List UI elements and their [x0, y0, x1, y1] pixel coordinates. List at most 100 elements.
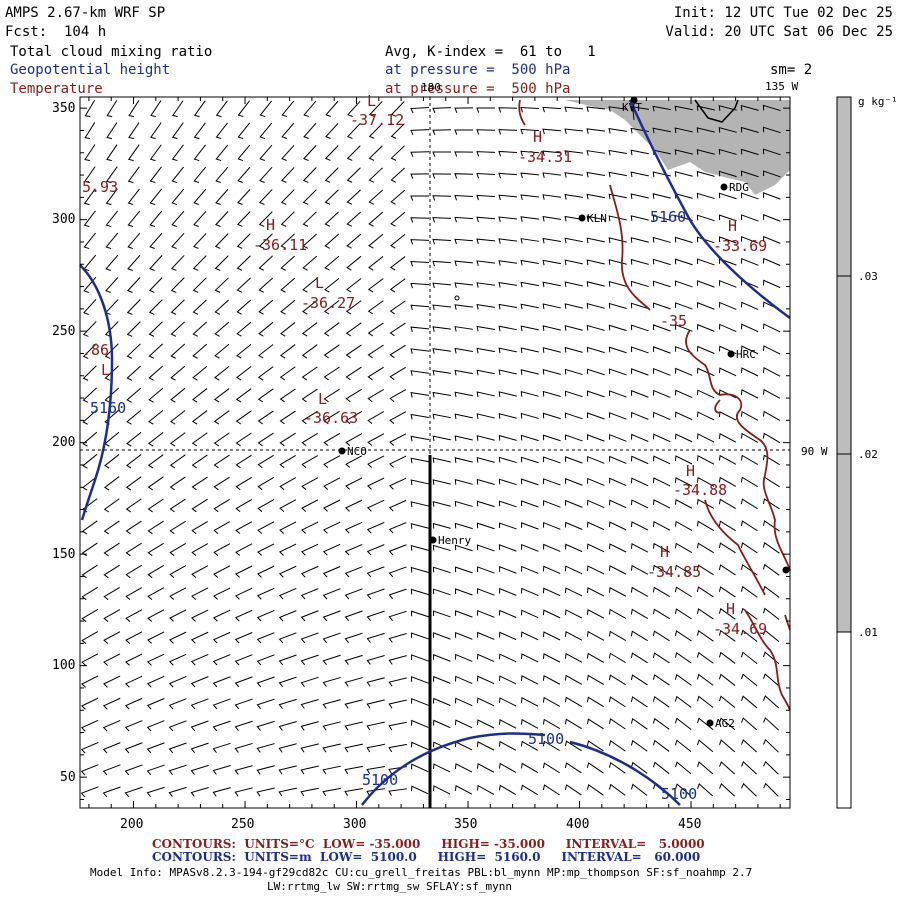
wind-barb — [477, 588, 495, 596]
wind-barb — [346, 167, 361, 183]
wind-barb — [168, 698, 187, 710]
wind-barb — [565, 499, 583, 508]
wind-barb — [235, 432, 252, 447]
wind-barb — [498, 522, 517, 530]
wind-barb — [126, 365, 141, 381]
wind-barb — [214, 343, 230, 359]
wind-barb — [256, 698, 275, 710]
wind-barb — [193, 122, 206, 140]
wind-barb — [191, 520, 208, 535]
wind-barb — [388, 588, 407, 600]
wind-barb — [630, 499, 649, 509]
wind-barb — [389, 322, 406, 337]
wind-barb — [674, 236, 693, 244]
wind-barb — [586, 543, 605, 553]
wind-barb — [82, 431, 98, 447]
wind-barb — [521, 587, 539, 597]
wind-barb — [718, 629, 736, 642]
extrema-edge-value-mid: .86 — [82, 341, 109, 359]
extrema-h2-value: -36.11 — [253, 236, 307, 254]
wind-barb — [520, 194, 539, 200]
wind-barb — [696, 192, 715, 200]
wind-barb — [169, 454, 186, 469]
wind-barb — [498, 172, 518, 179]
wind-barb — [543, 565, 561, 575]
wind-barb — [303, 122, 317, 139]
wind-barb — [454, 347, 473, 354]
wind-barb — [390, 211, 406, 227]
extrema-l3-value: -36.63 — [304, 409, 358, 427]
plot-frame — [79, 96, 791, 809]
wind-barb — [193, 144, 206, 162]
wind-barb — [81, 653, 99, 666]
wind-barb — [565, 478, 583, 486]
wind-barb — [234, 742, 253, 753]
wind-barb — [345, 388, 362, 403]
wind-barb — [454, 195, 474, 201]
wind-barb — [718, 127, 737, 133]
wind-barb — [476, 129, 496, 135]
wind-barb — [564, 281, 583, 288]
wind-barb — [410, 457, 429, 464]
wind-barb — [631, 433, 649, 442]
wind-barb — [169, 587, 187, 600]
wind-barb — [344, 566, 363, 578]
wind-barb — [257, 454, 274, 469]
wind-barb — [170, 299, 185, 315]
wind-barb — [104, 454, 120, 469]
wind-barb — [170, 387, 186, 403]
wind-barb — [608, 740, 626, 752]
wind-barb — [213, 410, 230, 425]
wind-barb — [520, 434, 539, 442]
wind-barb — [762, 629, 780, 643]
wind-barb — [586, 150, 605, 156]
wind-barb — [256, 654, 275, 666]
wind-barb — [213, 498, 230, 513]
wind-barb — [281, 144, 295, 161]
wind-barb — [236, 277, 251, 293]
wind-barb — [235, 521, 253, 534]
colorbar[interactable] — [836, 96, 852, 809]
wind-barb — [586, 324, 605, 331]
wind-barb — [149, 210, 163, 228]
wind-barb — [652, 521, 671, 531]
wind-barb — [476, 435, 495, 441]
wind-barb — [498, 478, 517, 486]
wind-barb — [234, 720, 253, 731]
wind-barb — [212, 609, 231, 622]
wind-barb — [762, 498, 780, 510]
wind-barb — [191, 498, 208, 513]
wind-barb — [432, 173, 452, 179]
wind-barb — [125, 609, 143, 622]
wind-barb — [587, 499, 605, 509]
wind-barb — [498, 697, 517, 707]
wind-barb — [718, 695, 736, 709]
wind-barb — [432, 369, 451, 376]
wind-barb — [740, 542, 758, 554]
wind-barb — [102, 786, 121, 798]
wind-barb — [234, 632, 253, 644]
wind-barb — [105, 276, 119, 293]
wind-barb — [498, 675, 517, 685]
wind-barb — [126, 409, 142, 425]
wind-barb — [410, 435, 429, 442]
wind-barb — [564, 193, 583, 200]
wind-barb — [653, 324, 671, 332]
wind-barb — [740, 148, 759, 156]
wind-barb — [147, 476, 164, 491]
wind-barb — [653, 367, 671, 376]
wind-barb — [212, 720, 231, 732]
station-rdg-marker — [720, 183, 728, 191]
contours-height-info: CONTOURS: UNITS=m LOW= 5100.0 HIGH= 5160… — [152, 850, 701, 864]
wind-barb — [630, 630, 648, 642]
wind-barb — [322, 566, 341, 578]
wind-barb — [520, 347, 539, 353]
wind-barb — [170, 410, 186, 425]
wind-barb — [542, 784, 560, 796]
wind-barb — [368, 256, 384, 271]
extrema-l1-mark: L — [367, 92, 376, 110]
wind-barb — [718, 214, 737, 222]
wind-barb — [476, 784, 495, 795]
wind-barb — [718, 542, 736, 554]
wind-barb — [564, 631, 583, 641]
